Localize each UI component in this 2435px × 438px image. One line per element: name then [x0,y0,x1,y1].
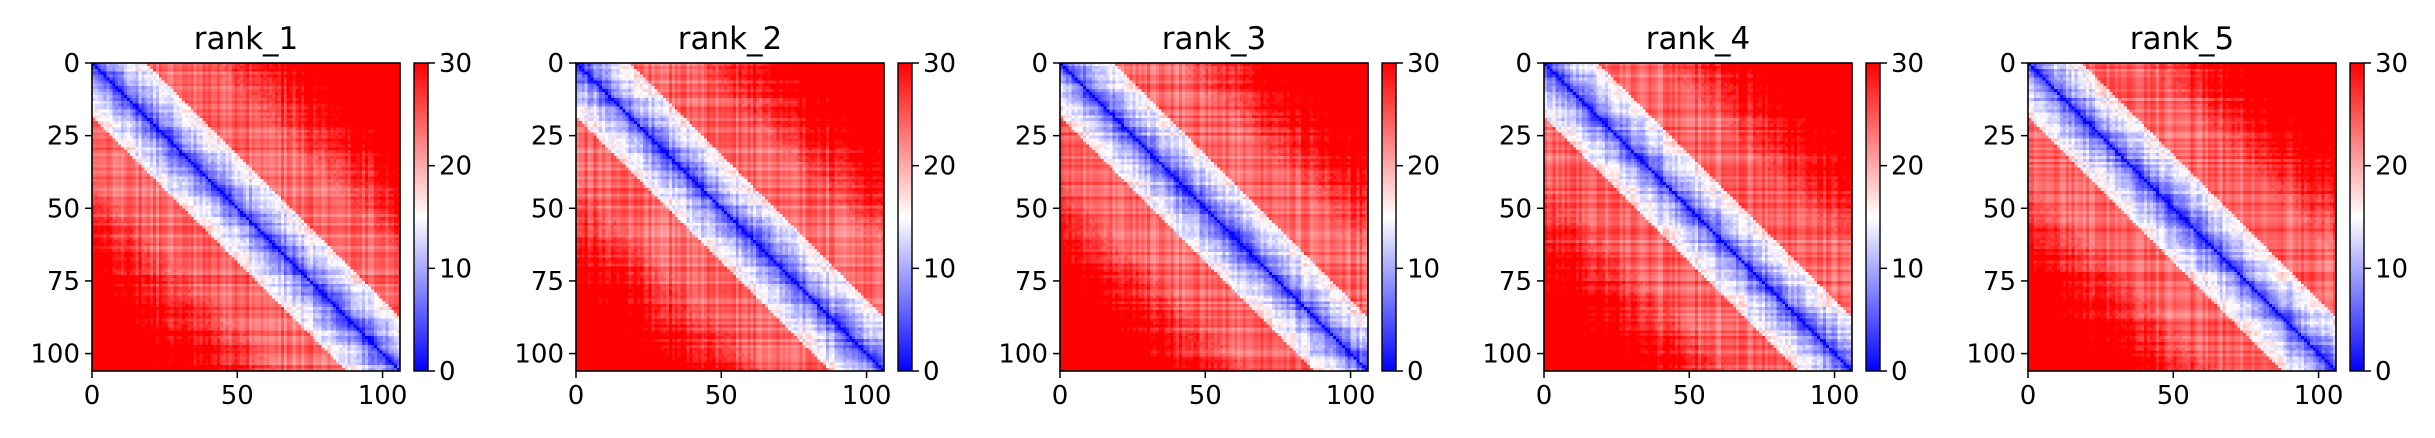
x-tick-label: 100 [1326,381,1376,411]
x-tick-label: 0 [1536,381,1553,411]
y-tick-label: 75 [531,267,564,297]
colorbar-tick-label: 30 [439,49,472,79]
colorbar-tick-label: 30 [1891,49,1924,79]
x-tick-label: 50 [221,381,254,411]
y-tick-label: 75 [1499,267,1532,297]
x-tick-label: 100 [842,381,892,411]
colorbar-tick-label: 20 [439,152,472,182]
panel-title: rank_3 [1162,21,1267,57]
y-tick-label: 50 [531,194,564,224]
panel-title: rank_4 [1646,21,1751,57]
y-tick-label: 75 [47,267,80,297]
y-tick-label: 75 [1983,267,2016,297]
y-tick-label: 0 [1999,49,2016,79]
colorbar-tick-label: 10 [923,254,956,284]
x-tick-label: 0 [1052,381,1069,411]
colorbar-tick-label: 10 [2375,254,2408,284]
panel-title: rank_5 [2130,21,2235,57]
y-tick-label: 50 [1499,194,1532,224]
y-tick-label: 100 [30,340,80,370]
y-tick-label: 100 [998,340,1048,370]
y-tick-label: 25 [1015,122,1048,152]
colorbar [2349,62,2365,372]
colorbar-tick-label: 20 [923,152,956,182]
colorbar-tick-label: 10 [439,254,472,284]
y-tick-label: 25 [47,122,80,152]
colorbar-tick-label: 0 [923,357,940,387]
y-tick-label: 0 [547,49,564,79]
x-tick-label: 0 [84,381,101,411]
x-tick-label: 0 [2020,381,2037,411]
heatmap-image [2028,63,2336,371]
x-tick-label: 50 [2157,381,2190,411]
y-tick-label: 0 [1031,49,1048,79]
axes-frame [1059,62,1369,372]
colorbar-tick-label: 30 [2375,49,2408,79]
y-tick-label: 0 [63,49,80,79]
colorbar-tick-label: 20 [1407,152,1440,182]
colorbar-tick-label: 10 [1891,254,1924,284]
colorbar-tick-label: 0 [2375,357,2392,387]
x-tick-label: 100 [358,381,408,411]
colorbar-tick-label: 0 [1407,357,1424,387]
y-tick-label: 50 [1015,194,1048,224]
colorbar-tick-label: 20 [1891,152,1924,182]
y-tick-label: 100 [1966,340,2016,370]
panel-title: rank_2 [678,21,783,57]
colorbar-tick-label: 30 [923,49,956,79]
heatmap-image [92,63,400,371]
x-tick-label: 0 [568,381,585,411]
colorbar [897,62,913,372]
heatmap-image [1060,63,1368,371]
y-tick-label: 50 [47,194,80,224]
colorbar [1865,62,1881,372]
x-tick-label: 50 [1673,381,1706,411]
x-tick-label: 50 [1189,381,1222,411]
axes-frame [575,62,885,372]
colorbar-tick-label: 20 [2375,152,2408,182]
heatmap-image [1544,63,1852,371]
y-tick-label: 100 [1482,340,1532,370]
y-tick-label: 25 [1499,122,1532,152]
y-tick-label: 25 [1983,122,2016,152]
x-tick-label: 100 [2294,381,2344,411]
y-tick-label: 0 [1515,49,1532,79]
panel-title: rank_1 [194,21,299,57]
y-tick-label: 75 [1015,267,1048,297]
heatmap-image [576,63,884,371]
axes-frame [2027,62,2337,372]
colorbar [1381,62,1397,372]
colorbar-tick-label: 0 [1891,357,1908,387]
x-tick-label: 50 [705,381,738,411]
colorbar-tick-label: 30 [1407,49,1440,79]
y-tick-label: 50 [1983,194,2016,224]
x-tick-label: 100 [1810,381,1860,411]
y-tick-label: 25 [531,122,564,152]
y-tick-label: 100 [514,340,564,370]
colorbar-tick-label: 0 [439,357,456,387]
colorbar-tick-label: 10 [1407,254,1440,284]
colorbar [413,62,429,372]
axes-frame [1543,62,1853,372]
axes-frame [91,62,401,372]
